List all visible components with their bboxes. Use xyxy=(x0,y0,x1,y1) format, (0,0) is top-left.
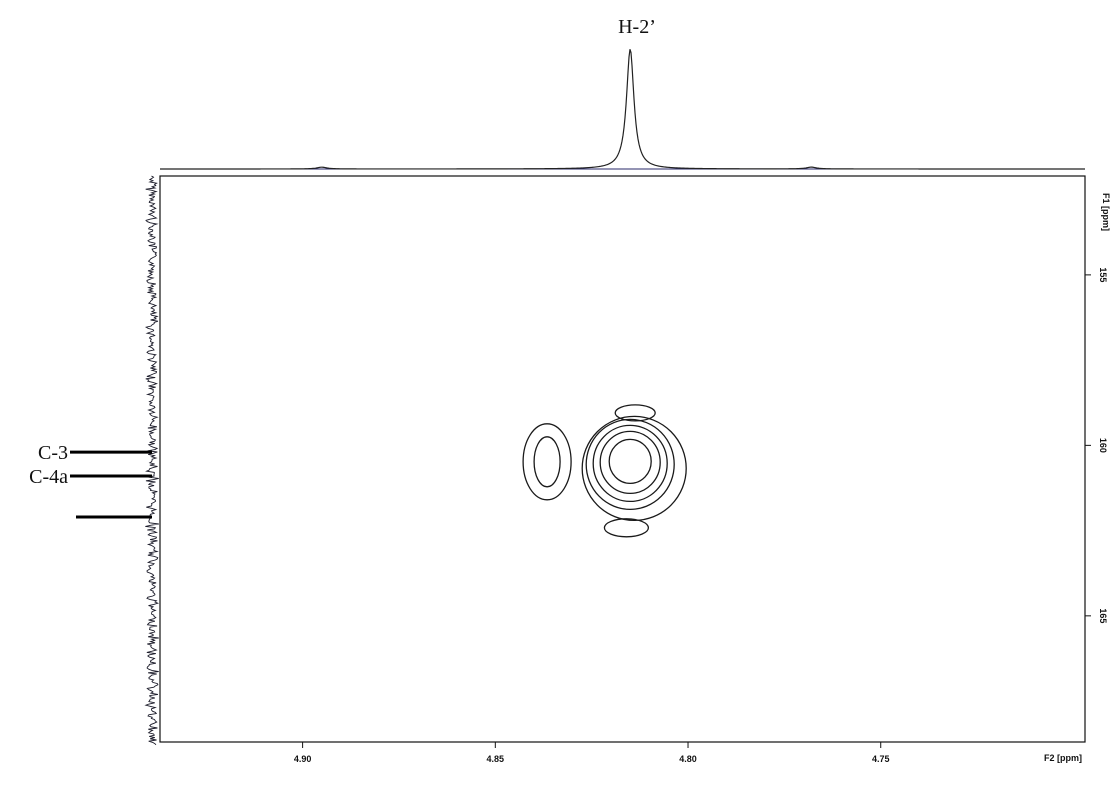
contour-main-2 xyxy=(592,424,668,503)
left-projection-trace xyxy=(144,175,160,746)
contour-shoulder-inner xyxy=(533,436,561,488)
contour-upper xyxy=(614,404,656,422)
y-axis-title: F1 [ppm] xyxy=(1101,193,1111,231)
x-axis: 4.90 4.85 4.80 4.75 F2 [ppm] xyxy=(294,742,1082,764)
left-markers: C-3 C-4a xyxy=(29,442,152,519)
plot-frame xyxy=(159,175,1086,743)
cross-peak-contours xyxy=(522,404,687,538)
contour-main-0 xyxy=(581,415,687,522)
marker-label-c3: C-3 xyxy=(38,442,68,464)
contour-main-4 xyxy=(608,438,652,485)
y-tick-label-165: 165 xyxy=(1098,608,1108,623)
contour-main-1 xyxy=(585,418,675,511)
left-projection xyxy=(144,175,160,746)
x-tick-label-490: 4.90 xyxy=(294,754,312,764)
x-tick-label-480: 4.80 xyxy=(679,754,697,764)
top-projection: H-2’ xyxy=(160,16,1085,170)
x-tick-label-485: 4.85 xyxy=(487,754,505,764)
y-tick-label-160: 160 xyxy=(1098,438,1108,453)
contour-main-3 xyxy=(599,430,661,495)
x-tick-label-475: 4.75 xyxy=(872,754,890,764)
y-axis: 155 160 165 F1 [ppm] xyxy=(1085,193,1111,623)
y-tick-label-155: 155 xyxy=(1098,267,1108,282)
marker-label-c4a: C-4a xyxy=(29,466,68,488)
top-projection-trace xyxy=(160,49,1085,170)
contour-shoulder-outer xyxy=(522,423,572,501)
contour-lower xyxy=(603,518,650,538)
peak-label-h2prime: H-2’ xyxy=(618,16,656,38)
x-axis-title: F2 [ppm] xyxy=(1044,753,1082,763)
